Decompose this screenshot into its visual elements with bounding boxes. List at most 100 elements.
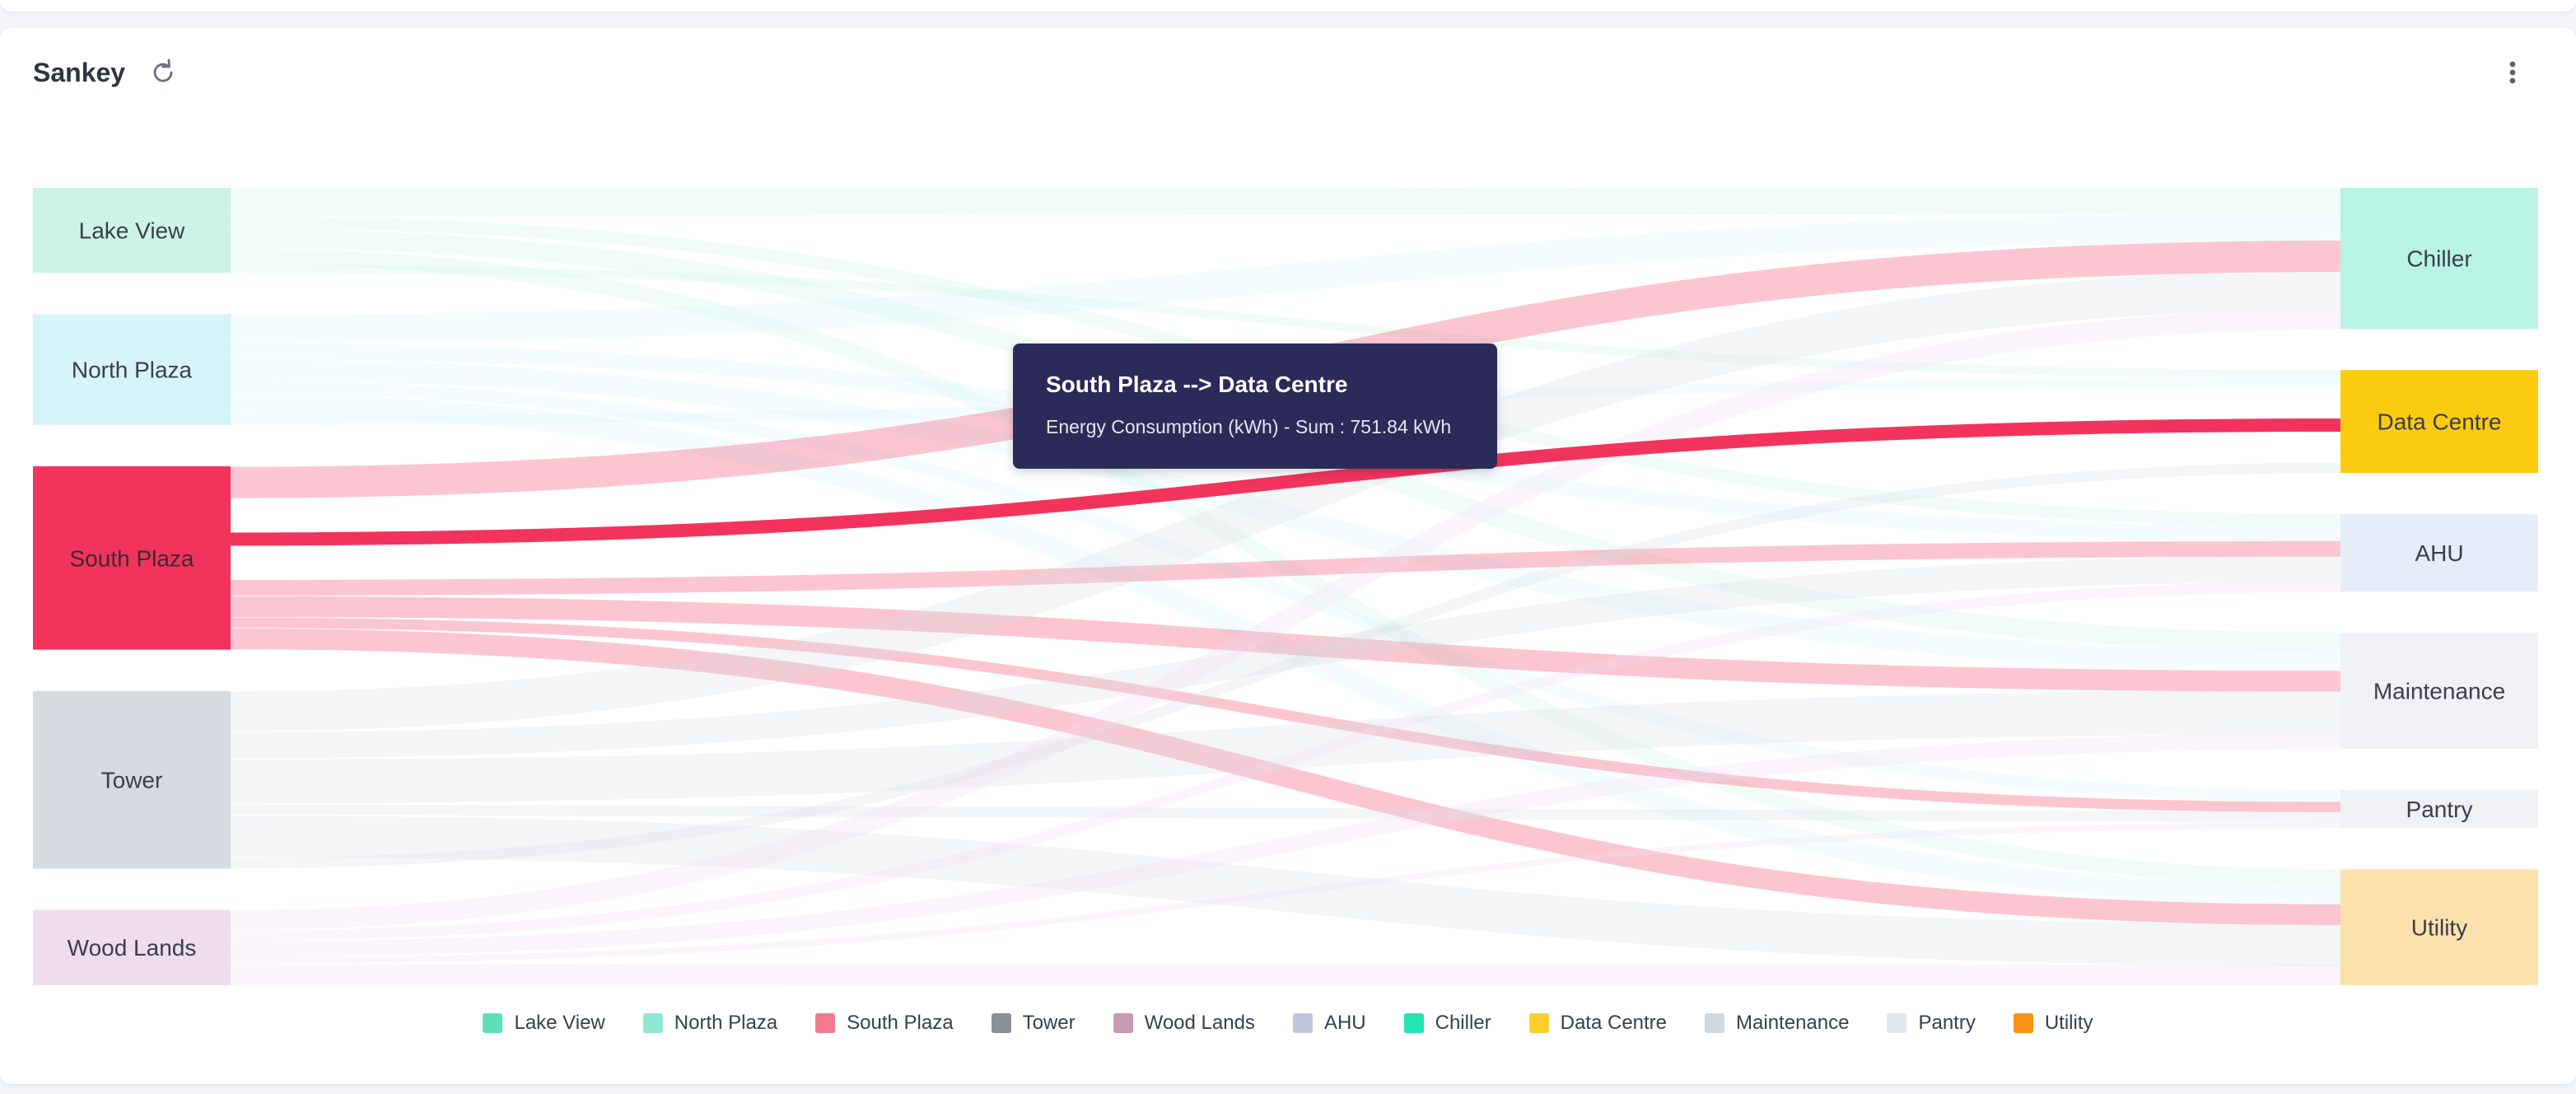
sankey-link-south-plaza-to-pantry[interactable] [230,617,2341,813]
sankey-node-chiller[interactable]: Chiller [2340,188,2538,330]
sankey-nodes: Lake View North Plaza South Plaza Tower Wood… [33,188,2538,985]
chart-legend: Lake View North Plaza South Plaza Tower Wood… [0,1007,2576,1040]
legend-label-utility: Utility [2044,1012,2093,1034]
sankey-link-lake-view-to-chiller[interactable] [230,187,2341,216]
sankey-link-wood-lands-to-pantry[interactable] [230,821,2341,964]
legend-swatch-utility [2013,1013,2033,1033]
sankey-link-south-plaza-to-ahu[interactable] [230,540,2341,596]
node-bar-chiller[interactable] [2340,188,2538,330]
refresh-icon[interactable] [148,58,178,87]
node-bar-south-plaza[interactable] [33,466,231,650]
legend-item-data-centre[interactable]: Data Centre [1528,1012,1668,1035]
node-bar-wood-lands[interactable] [33,909,231,985]
sankey-link-north-plaza-to-chiller[interactable] [230,213,2341,344]
sankey-link-wood-lands-to-ahu[interactable] [230,581,2341,942]
legend-item-ahu[interactable]: AHU [1292,1012,1366,1035]
sankey-node-maintenance[interactable]: Maintenance [2340,633,2538,749]
sankey-link-south-plaza-to-utility[interactable] [230,628,2341,926]
sankey-node-north-plaza[interactable]: North Plaza [33,314,231,426]
node-bar-lake-view[interactable] [33,188,231,274]
sankey-link-tower-to-ahu[interactable] [230,555,2341,759]
node-bar-utility[interactable] [2340,869,2538,985]
legend-swatch-north-plaza [642,1013,663,1033]
highlighted-link-layer [230,418,2341,546]
legend-item-chiller[interactable]: Chiller [1403,1012,1491,1035]
legend-swatch-data-centre [1528,1013,1549,1033]
kebab-menu-icon[interactable] [2500,56,2525,89]
legend-swatch-chiller [1403,1013,1424,1033]
sankey-node-tower[interactable]: Tower [33,690,231,869]
node-label-north-plaza: North Plaza [72,358,193,383]
legend-label-chiller: Chiller [1435,1012,1491,1034]
sankey-link-south-plaza-to-data-centre[interactable] [230,418,2341,546]
sankey-node-south-plaza[interactable]: South Plaza [33,466,231,650]
node-label-lake-view: Lake View [79,218,185,244]
sankey-node-ahu[interactable]: AHU [2340,514,2538,592]
node-bar-pantry[interactable] [2340,789,2538,829]
node-bar-tower[interactable] [33,690,231,869]
sankey-link-north-plaza-to-pantry[interactable] [230,381,2341,802]
legend-item-lake-view[interactable]: Lake View [483,1012,605,1035]
widget-title: Sankey [33,58,126,87]
legend-item-north-plaza[interactable]: North Plaza [642,1012,778,1035]
sankey-link-lake-view-to-data-centre[interactable] [230,264,2341,379]
sankey-link-tower-to-chiller[interactable] [230,270,2341,732]
legend-label-tower: Tower [1022,1012,1076,1034]
node-bar-data-centre[interactable] [2340,370,2538,474]
legend-swatch-lake-view [483,1013,503,1033]
sankey-node-data-centre[interactable]: Data Centre [2340,370,2538,474]
previous-widget-card [0,0,2576,12]
legend-item-utility[interactable]: Utility [2013,1012,2093,1035]
legend-swatch-south-plaza [815,1013,836,1033]
legend-label-lake-view: Lake View [514,1012,605,1034]
node-label-pantry: Pantry [2406,797,2473,822]
sankey-node-pantry[interactable]: Pantry [2340,789,2538,829]
legend-item-tower[interactable]: Tower [991,1012,1076,1035]
legend-swatch-pantry [1887,1013,1907,1033]
sankey-link-lake-view-to-utility[interactable] [230,248,2341,886]
legend-item-south-plaza[interactable]: South Plaza [815,1012,954,1035]
sankey-link-north-plaza-to-maintenance[interactable] [230,359,2341,672]
node-label-wood-lands: Wood Lands [68,935,197,961]
legend-item-pantry[interactable]: Pantry [1887,1012,1976,1035]
link-tooltip: South Plaza --> Data Centre Energy Consu… [1013,344,1497,469]
node-bar-ahu[interactable] [2340,514,2538,592]
legend-label-wood-lands: Wood Lands [1144,1012,1255,1034]
node-label-chiller: Chiller [2406,246,2471,272]
legend-label-maintenance: Maintenance [1736,1012,1850,1034]
sankey-node-wood-lands[interactable]: Wood Lands [33,909,231,985]
sankey-widget-card [0,28,2576,1084]
sankey-node-utility[interactable]: Utility [2340,869,2538,985]
sankey-link-wood-lands-to-maintenance[interactable] [230,733,2341,957]
legend-swatch-wood-lands [1113,1013,1133,1033]
legend-swatch-tower [991,1013,1011,1033]
node-label-data-centre: Data Centre [2378,409,2502,435]
sankey-link-tower-to-utility[interactable] [230,815,2341,966]
node-label-south-plaza: South Plaza [70,545,194,571]
sankey-links [230,187,2341,986]
node-label-ahu: AHU [2415,540,2463,566]
sankey-link-tower-to-data-centre[interactable] [230,462,2341,869]
legend-item-maintenance[interactable]: Maintenance [1705,1012,1849,1035]
sankey-node-lake-view[interactable]: Lake View [33,188,231,274]
sankey-link-north-plaza-to-utility[interactable] [230,394,2341,905]
legend-item-wood-lands[interactable]: Wood Lands [1113,1012,1255,1035]
legend-swatch-maintenance [1705,1013,1725,1033]
legend-label-data-centre: Data Centre [1560,1012,1668,1034]
tooltip-body: Energy Consumption (kWh) - Sum : 751.84 … [1046,416,1452,437]
node-label-utility: Utility [2411,915,2467,941]
legend-label-pantry: Pantry [1918,1012,1976,1034]
legend-label-south-plaza: South Plaza [847,1012,954,1034]
legend-label-ahu: AHU [1323,1012,1366,1034]
node-bar-maintenance[interactable] [2340,633,2538,749]
sankey-link-wood-lands-to-chiller[interactable] [230,309,2341,930]
legend-label-north-plaza: North Plaza [674,1012,778,1034]
node-bar-north-plaza[interactable] [33,314,231,426]
node-label-tower: Tower [101,768,163,793]
sankey-link-tower-to-maintenance[interactable] [230,690,2341,804]
sankey-link-tower-to-pantry[interactable] [230,804,2341,823]
legend-swatch-ahu [1292,1013,1313,1033]
node-label-maintenance: Maintenance [2373,679,2505,704]
sankey-link-south-plaza-to-maintenance[interactable] [230,596,2341,692]
